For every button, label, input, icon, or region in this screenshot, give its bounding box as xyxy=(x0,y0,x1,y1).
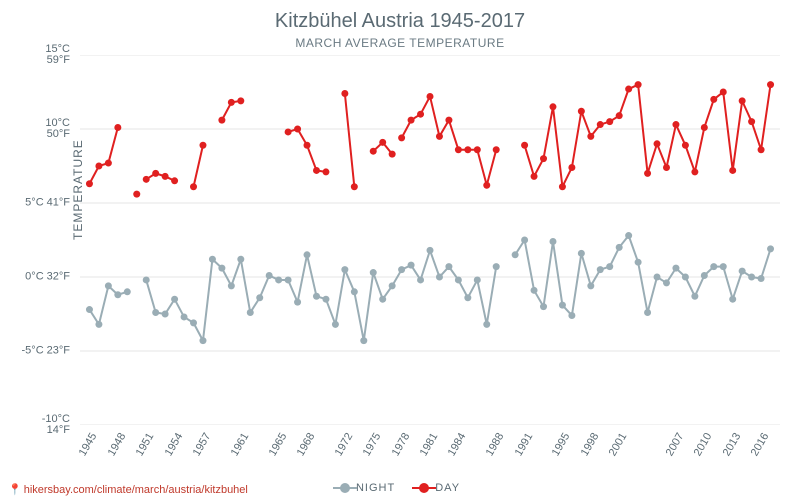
x-tick: 1954 xyxy=(162,431,185,458)
legend-swatch-night xyxy=(340,483,350,493)
x-tick: 2001 xyxy=(607,431,630,458)
legend-label-day: DAY xyxy=(435,482,460,494)
y-axis-label: TEMPERATURE xyxy=(71,139,85,240)
chart-subtitle: MARCH AVERAGE TEMPERATURE xyxy=(0,36,800,50)
x-tick: 1988 xyxy=(484,431,507,458)
x-tick: 1984 xyxy=(446,431,469,458)
x-tick: 1951 xyxy=(134,431,157,458)
y-tick: -10°C14°F xyxy=(20,414,70,436)
x-tick: 1972 xyxy=(333,431,356,458)
x-tick: 1968 xyxy=(295,431,318,458)
x-tick: 1975 xyxy=(361,431,384,458)
plot-area: -10°C14°F-5°C23°F0°C32°F5°C41°F10°C50°F1… xyxy=(80,55,780,425)
x-tick: 2016 xyxy=(749,431,772,458)
x-tick: 1978 xyxy=(389,431,412,458)
x-tick: 1965 xyxy=(266,431,289,458)
y-tick: 5°C41°F xyxy=(20,198,70,209)
x-tick: 1991 xyxy=(512,431,535,458)
x-tick: 1945 xyxy=(77,431,100,458)
legend-item-night: NIGHT xyxy=(340,482,395,494)
x-tick: 1995 xyxy=(550,431,573,458)
y-tick: 0°C32°F xyxy=(20,272,70,283)
y-tick: -5°C23°F xyxy=(20,346,70,357)
attribution-text: hikersbay.com/climate/march/austria/kitz… xyxy=(24,484,248,496)
x-tick: 1998 xyxy=(579,431,602,458)
series-svg xyxy=(80,55,780,425)
legend-item-day: DAY xyxy=(419,482,460,494)
x-tick: 1981 xyxy=(418,431,441,458)
x-tick: 2013 xyxy=(720,431,743,458)
chart-title: Kitzbühel Austria 1945-2017 xyxy=(0,10,800,33)
y-tick: 10°C50°F xyxy=(20,118,70,140)
x-tick: 2007 xyxy=(664,431,687,458)
legend-label-night: NIGHT xyxy=(356,482,395,494)
x-tick: 1961 xyxy=(229,431,252,458)
pin-icon: 📍 xyxy=(8,484,22,496)
attribution: 📍hikersbay.com/climate/march/austria/kit… xyxy=(8,483,248,496)
legend-swatch-day xyxy=(419,483,429,493)
x-tick: 1948 xyxy=(106,431,129,458)
x-tick: 1957 xyxy=(191,431,214,458)
y-tick: 15°C59°F xyxy=(20,44,70,66)
x-tick: 2010 xyxy=(692,431,715,458)
